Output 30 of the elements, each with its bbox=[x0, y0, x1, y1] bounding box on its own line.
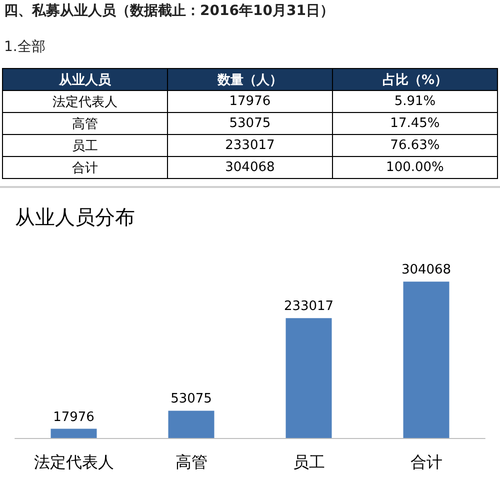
x-tick-label: 员工 bbox=[292, 452, 325, 472]
data-label: 5.91% bbox=[332, 90, 498, 112]
bar bbox=[168, 410, 214, 438]
data-label: 233017 bbox=[167, 134, 332, 156]
data-label: 76.63% bbox=[332, 134, 498, 156]
data-label: 233017 bbox=[284, 299, 334, 314]
category-label: 法定代表人 bbox=[2, 90, 168, 112]
text: 1.全部 bbox=[4, 38, 46, 56]
category-label: 合计 bbox=[2, 156, 168, 178]
data-label: 53075 bbox=[167, 112, 332, 134]
category-label: 高管 bbox=[2, 112, 168, 134]
text: 四、私募从业人员（数据截止：2016年10月31日） bbox=[4, 2, 334, 20]
text: 占比（%） bbox=[332, 68, 498, 90]
bar bbox=[50, 428, 97, 438]
bar bbox=[403, 282, 450, 438]
data-label: 304068 bbox=[167, 156, 332, 178]
text: 数量（人） bbox=[167, 68, 332, 90]
category-label: 员工 bbox=[2, 134, 168, 156]
data-label: 17976 bbox=[53, 410, 94, 425]
x-tick-label: 高管 bbox=[175, 452, 208, 472]
text: 从业人员 bbox=[2, 68, 168, 90]
data-label: 17.45% bbox=[332, 112, 498, 134]
x-tick-label: 法定代表人 bbox=[34, 452, 114, 472]
data-label: 100.00% bbox=[332, 156, 498, 178]
data-label: 17976 bbox=[167, 90, 332, 112]
data-label: 53075 bbox=[170, 392, 212, 407]
bar bbox=[286, 318, 332, 438]
data-label: 304068 bbox=[401, 262, 452, 278]
x-tick-label: 合计 bbox=[410, 452, 442, 472]
chart-title: 从业人员分布 bbox=[15, 205, 135, 229]
